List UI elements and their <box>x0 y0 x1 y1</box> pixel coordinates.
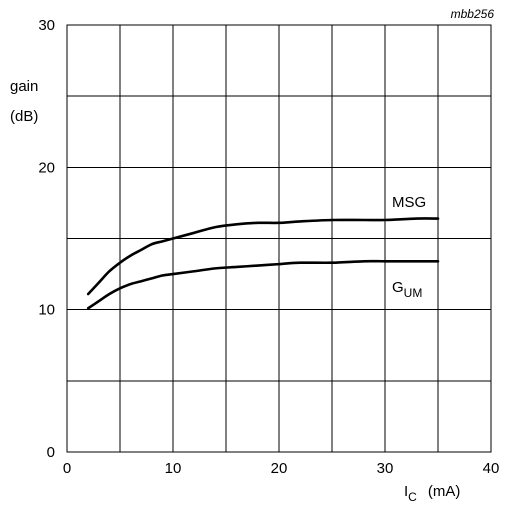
x-tick-label: 10 <box>165 460 182 477</box>
y-tick-label: 20 <box>38 159 55 176</box>
x-tick-label: 20 <box>271 460 288 477</box>
grid <box>67 25 491 452</box>
y-tick-label: 30 <box>38 17 55 34</box>
series-layer <box>86 217 440 310</box>
x-axis-label-symbol: I <box>404 483 408 500</box>
series-label-gum: GUM <box>392 279 422 300</box>
x-tick-label: 30 <box>377 460 394 477</box>
x-axis-label-unit: (mA) <box>428 483 461 500</box>
msg-series-line <box>86 217 440 296</box>
y-tick-label: 10 <box>38 302 55 319</box>
tick-labels: 0 10 20 30 40 0 10 20 30 <box>38 17 499 477</box>
series-label-gum-subscript: UM <box>404 286 423 300</box>
x-axis-label: IC (mA) <box>404 483 460 504</box>
series-label-gum-main: G <box>392 279 404 296</box>
y-axis-label-line1: gain <box>10 78 38 95</box>
series-label-msg: MSG <box>392 194 426 211</box>
series-label-msg-main: MSG <box>392 194 426 211</box>
y-tick-label: 0 <box>47 444 55 461</box>
x-tick-label: 0 <box>63 460 71 477</box>
y-axis-label-line2: (dB) <box>10 108 38 125</box>
gum-series-line <box>86 259 440 310</box>
plot-frame <box>66 24 492 453</box>
figure-code: mbb256 <box>451 7 495 21</box>
x-tick-label: 40 <box>483 460 500 477</box>
x-axis-label-subscript: C <box>408 490 417 504</box>
